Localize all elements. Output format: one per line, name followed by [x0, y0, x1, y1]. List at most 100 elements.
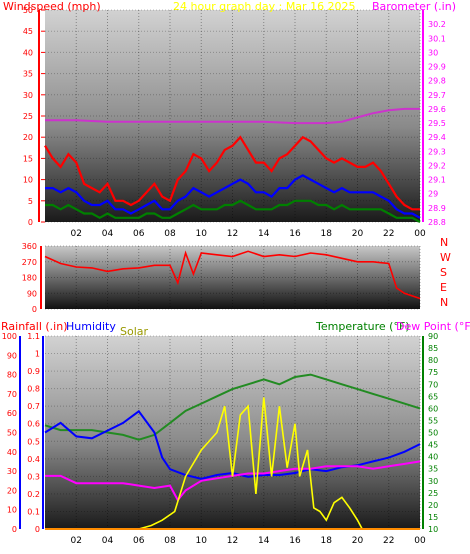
temp-tick-label: 45 — [428, 441, 438, 450]
solar-label: Solar — [120, 325, 149, 338]
baro-tick-label: 30.1 — [428, 34, 446, 43]
humidity-tick-label: 60 — [7, 409, 17, 418]
wind-tick-label: 35 — [23, 70, 33, 79]
rainfall-axis-label: Rainfall (.in) — [1, 320, 68, 333]
wind-tick-label: 45 — [23, 27, 33, 36]
humidity-tick-label: 0 — [12, 525, 17, 534]
temperature-axis-label: Temperature (°F) — [315, 320, 410, 333]
time-tick-label: 20 — [352, 229, 364, 239]
baro-tick-label: 29.8 — [428, 77, 446, 86]
baro-tick-label: 29.2 — [428, 161, 446, 170]
temp-tick-label: 60 — [428, 404, 438, 413]
wind-max-line — [44, 135, 420, 211]
time-tick-label: 12 — [227, 229, 238, 239]
wind-tick-label: 30 — [23, 91, 33, 100]
direction-letter: E — [440, 281, 447, 294]
humidity-tick-label: 70 — [7, 390, 17, 399]
humidity-tick-label: 40 — [7, 448, 17, 457]
rain-tick-label: 0.1 — [27, 507, 40, 516]
temp-tick-label: 50 — [428, 429, 438, 438]
time-tick-label: 18 — [321, 229, 333, 239]
rain-tick-label: 0.2 — [27, 490, 40, 499]
baro-tick-label: 29 — [428, 190, 438, 199]
direction-tick-label: 180 — [22, 274, 37, 283]
humidity-tick-label: 10 — [7, 506, 17, 515]
baro-tick-label: 30 — [428, 48, 438, 57]
time-tick-label: 18 — [321, 536, 333, 546]
wind-tick-label: 15 — [23, 154, 33, 163]
rain-tick-label: 0.8 — [27, 385, 40, 394]
wind-tick-label: 20 — [23, 133, 33, 142]
temp-tick-label: 80 — [428, 356, 438, 365]
rain-tick-label: 1 — [35, 350, 40, 359]
time-tick-label: 16 — [289, 229, 301, 239]
wind-tick-label: 10 — [23, 176, 33, 185]
humidity-tick-label: 80 — [7, 371, 17, 380]
temp-tick-label: 75 — [428, 368, 438, 377]
rain-tick-label: 0 — [35, 525, 40, 534]
temp-tick-label: 70 — [428, 380, 438, 389]
temp-tick-label: 55 — [428, 416, 438, 425]
humidity-tick-label: 50 — [7, 429, 17, 438]
humidity-tick-label: 30 — [7, 467, 17, 476]
time-tick-label: 14 — [258, 536, 270, 546]
wind-tick-label: 5 — [28, 197, 33, 206]
temp-tick-label: 30 — [428, 477, 438, 486]
temp-tick-label: 20 — [428, 501, 438, 510]
baro-tick-label: 29.5 — [428, 119, 446, 128]
temp-tick-label: 85 — [428, 344, 438, 353]
baro-tick-label: 29.3 — [428, 147, 446, 156]
humidity-axis-label: Humidity — [66, 320, 116, 333]
humidity-tick-label: 20 — [7, 486, 17, 495]
direction-letter: W — [440, 251, 451, 264]
wind-tick-label: 50 — [23, 6, 33, 15]
rain-tick-label: 0.3 — [27, 472, 40, 481]
time-tick-label: 10 — [196, 229, 208, 239]
time-tick-label: 16 — [289, 536, 301, 546]
temp-tick-label: 65 — [428, 392, 438, 401]
humidity-tick-label: 90 — [7, 351, 17, 360]
wind-panel-bg — [45, 10, 420, 222]
humidity-tick-label: 100 — [2, 332, 17, 341]
rain-tick-label: 0.7 — [27, 402, 40, 411]
time-tick-label: 04 — [102, 536, 114, 546]
temp-tick-label: 25 — [428, 489, 438, 498]
dewpoint-axis-label: Dew Point (°F) — [396, 320, 470, 333]
time-tick-label: 14 — [258, 229, 270, 239]
barometer-axis-label: Barometer (.in) — [372, 0, 456, 13]
graph-title: 24 hour graph day : Mar 16 2025 — [173, 0, 356, 13]
time-tick-label: 06 — [133, 536, 145, 546]
wind-min-line — [45, 199, 421, 223]
time-tick-label: 02 — [71, 229, 82, 239]
temp-tick-label: 40 — [428, 453, 438, 462]
baro-tick-label: 29.9 — [428, 63, 446, 72]
baro-tick-label: 29.7 — [428, 91, 446, 100]
rain-tick-label: 0.4 — [27, 455, 40, 464]
grid-lines — [45, 9, 421, 530]
time-tick-label: 08 — [164, 536, 176, 546]
rain-tick-label: 0.6 — [27, 420, 40, 429]
direction-letter: N — [440, 236, 448, 249]
solar-line — [45, 397, 420, 530]
direction-tick-label: 360 — [22, 242, 37, 251]
temp-tick-label: 15 — [428, 513, 438, 522]
time-tick-label: 04 — [102, 229, 114, 239]
baro-tick-label: 28.8 — [428, 218, 446, 227]
time-tick-label: 10 — [196, 536, 208, 546]
temp-tick-label: 10 — [428, 525, 438, 534]
temp-tick-label: 90 — [428, 332, 438, 341]
wind-tick-label: 40 — [23, 48, 33, 57]
baro-tick-label: 29.4 — [428, 133, 446, 142]
baro-tick-label: 28.9 — [428, 204, 446, 213]
barometer-line — [45, 107, 420, 125]
baro-tick-label: 29.6 — [428, 105, 446, 114]
dewpoint-line — [45, 460, 421, 502]
direction-tick-label: 270 — [22, 258, 37, 267]
direction-tick-label: 0 — [32, 305, 37, 314]
temp-tick-label: 35 — [428, 465, 438, 474]
time-tick-label: 06 — [133, 229, 145, 239]
time-tick-label: 20 — [352, 536, 364, 546]
series-lines — [44, 107, 421, 530]
